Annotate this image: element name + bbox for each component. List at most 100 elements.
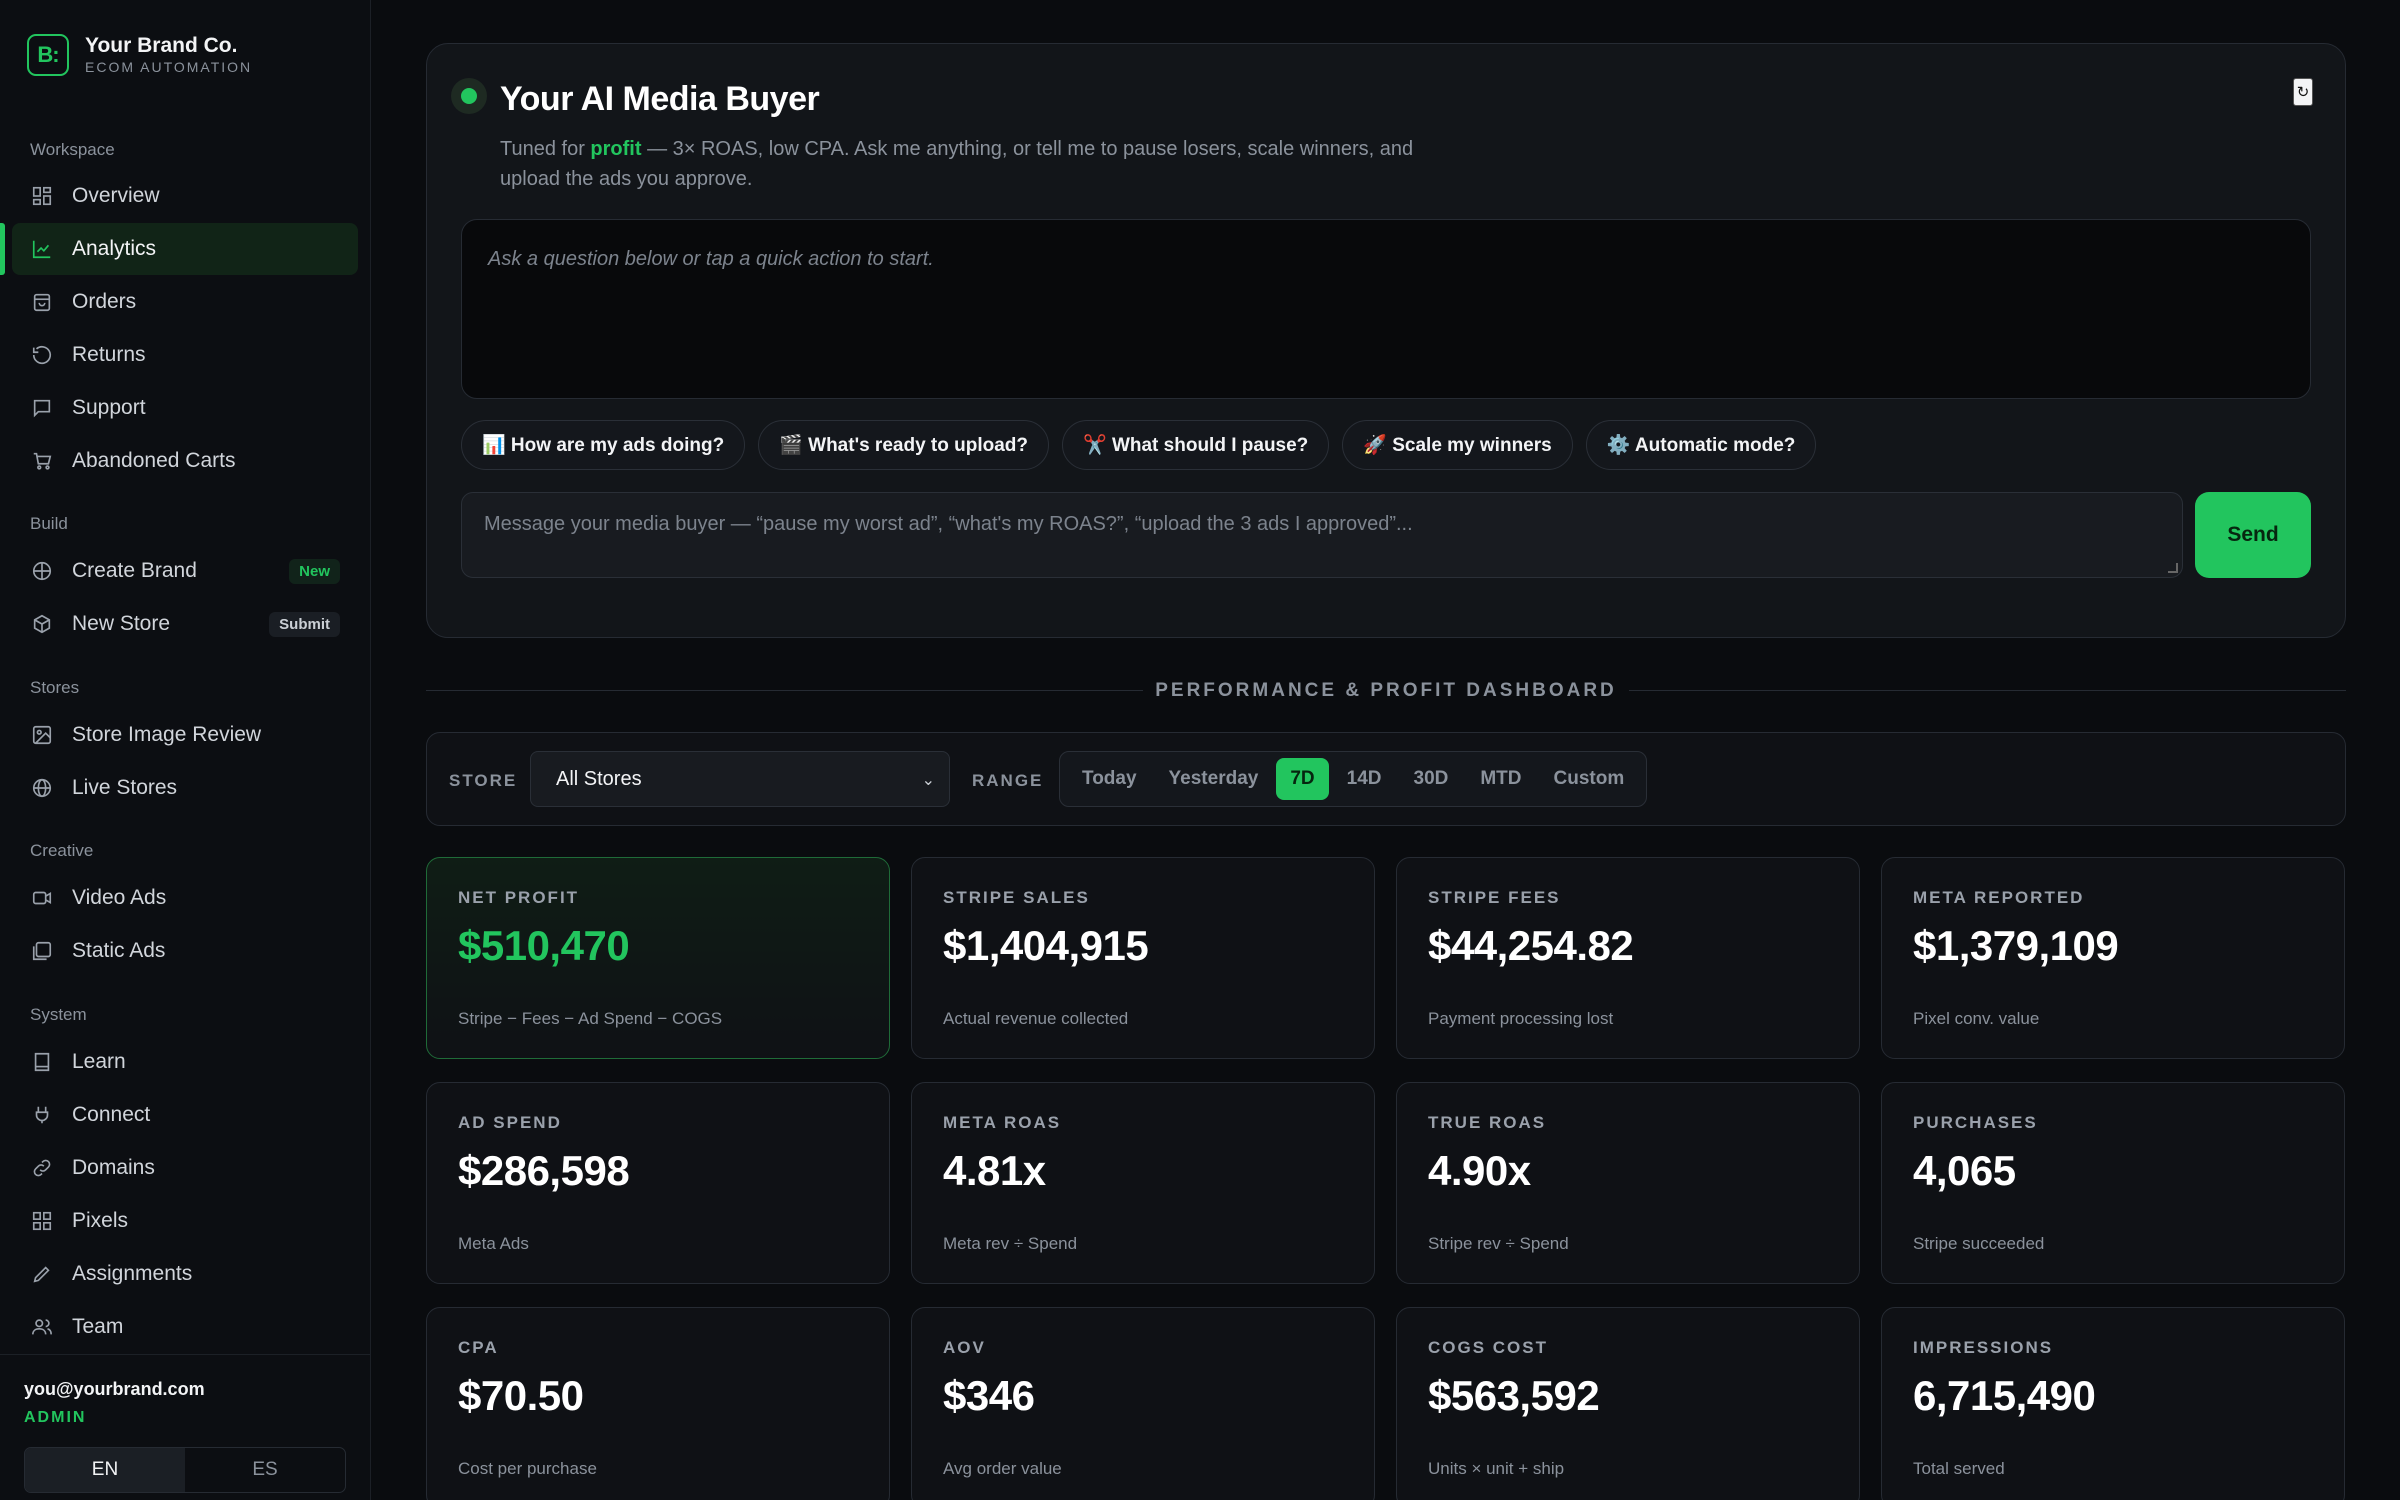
pencil-icon — [30, 1262, 54, 1286]
cart-icon — [30, 449, 54, 473]
quick-action-pause[interactable]: ✂️ What should I pause? — [1062, 420, 1330, 470]
quick-action-automatic[interactable]: ⚙️ Automatic mode? — [1585, 420, 1817, 470]
refresh-icon[interactable]: ↻ — [2293, 78, 2313, 106]
sidebar-item-abandoned-carts[interactable]: Abandoned Carts — [12, 435, 358, 487]
kpi-stripe-fees: STRIPE FEES $44,254.82 Payment processin… — [1396, 857, 1860, 1059]
quick-action-ads-status[interactable]: 📊 How are my ads doing? — [461, 420, 746, 470]
sidebar-item-label: Abandoned Carts — [72, 449, 236, 472]
kpi-label: STRIPE FEES — [1428, 888, 1561, 907]
sidebar-item-support[interactable]: Support — [12, 382, 358, 434]
plug-icon — [30, 1103, 54, 1127]
brand[interactable]: B: Your Brand Co. ECOM AUTOMATION — [27, 34, 252, 76]
range-label: RANGE — [972, 771, 1044, 790]
kpi-value: $44,254.82 — [1428, 922, 1634, 969]
sidebar-item-label: Domains — [72, 1156, 155, 1179]
sidebar-item-label: Store Image Review — [72, 723, 262, 746]
message-icon — [30, 396, 54, 420]
sidebar-item-new-store[interactable]: New Store Submit — [12, 598, 358, 650]
message-placeholder: Message your media buyer — “pause my wor… — [484, 513, 1413, 535]
range-yesterday[interactable]: Yesterday — [1168, 768, 1259, 789]
range-mtd[interactable]: MTD — [1480, 768, 1522, 789]
kpi-true-roas: TRUE ROAS 4.90x Stripe rev ÷ Spend — [1396, 1082, 1860, 1284]
sidebar-item-orders[interactable]: Orders — [12, 276, 358, 328]
sidebar-item-label: Analytics — [72, 237, 157, 260]
kpi-value: 6,715,490 — [1913, 1372, 2096, 1419]
sidebar: B: Your Brand Co. ECOM AUTOMATION Worksp… — [0, 0, 371, 1500]
sidebar-item-domains[interactable]: Domains — [12, 1142, 358, 1194]
chevron-down-icon: ⌄ — [921, 772, 935, 789]
kpi-note: Cost per purchase — [458, 1459, 597, 1478]
sidebar-item-video-ads[interactable]: Video Ads — [12, 872, 358, 924]
box-icon — [30, 612, 54, 636]
sidebar-item-learn[interactable]: Learn — [12, 1036, 358, 1088]
sidebar-item-static-ads[interactable]: Static Ads — [12, 925, 358, 977]
kpi-aov: AOV $346 Avg order value — [911, 1307, 1375, 1500]
store-select-value: All Stores — [556, 767, 642, 790]
kpi-value: 4.81x — [943, 1147, 1046, 1194]
sidebar-item-overview[interactable]: Overview — [12, 170, 358, 222]
brand-name: Your Brand Co. — [85, 34, 238, 57]
online-dot-icon — [461, 88, 477, 104]
sidebar-item-create-brand[interactable]: Create Brand New — [12, 545, 358, 597]
sidebar-item-store-image-review[interactable]: Store Image Review — [12, 709, 358, 761]
divider-line — [426, 690, 1143, 691]
dashboard-title: PERFORMANCE & PROFIT DASHBOARD — [1155, 680, 1617, 701]
resize-handle-icon[interactable] — [2168, 563, 2178, 573]
kpi-stripe-sales: STRIPE SALES $1,404,915 Actual revenue c… — [911, 857, 1375, 1059]
kpi-label: COGS COST — [1428, 1338, 1549, 1357]
quick-action-ready-upload[interactable]: 🎬 What's ready to upload? — [758, 420, 1050, 470]
kpi-net-profit: NET PROFIT $510,470 Stripe − Fees − Ad S… — [426, 857, 890, 1059]
range-today[interactable]: Today — [1082, 768, 1137, 789]
sidebar-item-team[interactable]: Team — [12, 1301, 358, 1353]
quick-action-scale[interactable]: 🚀 Scale my winners — [1342, 420, 1573, 470]
sidebar-item-label: Pixels — [72, 1209, 129, 1232]
globe-icon — [30, 559, 54, 583]
kpi-impressions: IMPRESSIONS 6,715,490 Total served — [1881, 1307, 2345, 1500]
kpi-note: Pixel conv. value — [1913, 1009, 2040, 1028]
lang-es-button[interactable]: ES — [252, 1459, 278, 1480]
kpi-label: AOV — [943, 1338, 986, 1357]
sidebar-item-pixels[interactable]: Pixels — [12, 1195, 358, 1247]
sidebar-item-label: Team — [72, 1315, 124, 1338]
kpi-value: $286,598 — [458, 1147, 630, 1194]
message-input[interactable]: Message your media buyer — “pause my wor… — [461, 492, 2183, 578]
kpi-note: Stripe − Fees − Ad Spend − COGS — [458, 1009, 723, 1028]
range-30d[interactable]: 30D — [1413, 768, 1449, 789]
range-custom[interactable]: Custom — [1553, 768, 1625, 789]
kpi-value: $1,404,915 — [943, 922, 1149, 969]
range-14d[interactable]: 14D — [1346, 768, 1382, 789]
sidebar-item-returns[interactable]: Returns — [12, 329, 358, 381]
kpi-ad-spend: AD SPEND $286,598 Meta Ads — [426, 1082, 890, 1284]
kpi-value: $510,470 — [458, 922, 630, 969]
range-7d[interactable]: 7D — [1276, 758, 1329, 800]
section-stores: Stores — [30, 678, 80, 697]
kpi-cogs-cost: COGS COST $563,592 Units × unit + ship — [1396, 1307, 1860, 1500]
sidebar-item-label: Static Ads — [72, 939, 166, 962]
link-icon — [30, 1156, 54, 1180]
brand-logo-icon: B: — [27, 34, 69, 76]
globe-icon — [30, 776, 54, 800]
section-system: System — [30, 1005, 87, 1024]
sidebar-item-label: Support — [72, 396, 146, 419]
sidebar-item-label: New Store — [72, 612, 171, 635]
sidebar-item-connect[interactable]: Connect — [12, 1089, 358, 1141]
kpi-label: AD SPEND — [458, 1113, 562, 1132]
send-button[interactable]: Send — [2195, 492, 2311, 578]
kpi-note: Avg order value — [943, 1459, 1062, 1478]
book-icon — [30, 1050, 54, 1074]
store-select[interactable]: All Stores ⌄ — [530, 751, 950, 807]
sidebar-item-assignments[interactable]: Assignments — [12, 1248, 358, 1300]
new-badge: New — [289, 558, 340, 584]
range-selector: Today Yesterday 7D 14D 30D MTD Custom — [1059, 751, 1648, 807]
sidebar-item-analytics[interactable]: Analytics — [12, 223, 358, 275]
sidebar-item-label: Returns — [72, 343, 146, 366]
kpi-label: IMPRESSIONS — [1913, 1338, 2054, 1357]
kpi-note: Total served — [1913, 1459, 2005, 1478]
lang-en-button[interactable]: EN — [25, 1448, 185, 1492]
divider-line — [1629, 690, 2346, 691]
kpi-value: $346 — [943, 1372, 1035, 1419]
sidebar-item-live-stores[interactable]: Live Stores — [12, 762, 358, 814]
submit-badge: Submit — [269, 611, 340, 637]
kpi-meta-roas: META ROAS 4.81x Meta rev ÷ Spend — [911, 1082, 1375, 1284]
kpi-label: TRUE ROAS — [1428, 1113, 1547, 1132]
